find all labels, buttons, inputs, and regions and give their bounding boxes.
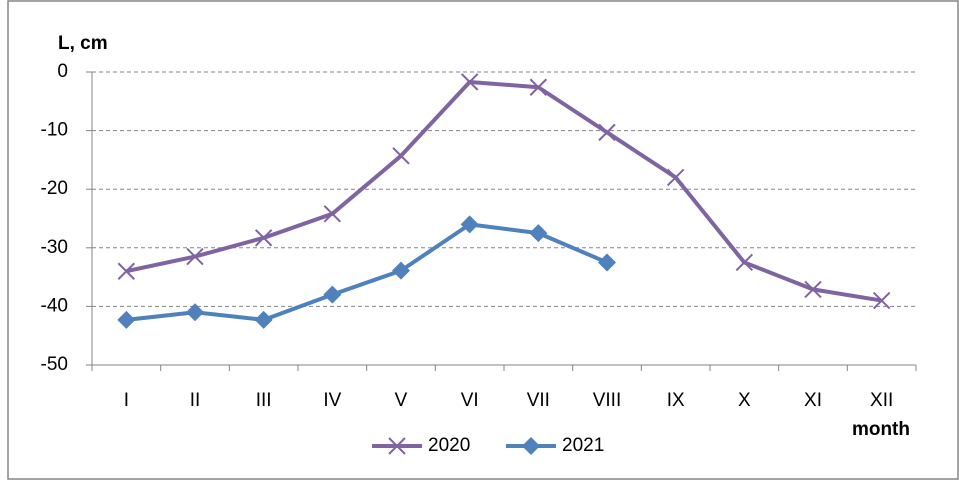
data-point	[392, 147, 410, 165]
x-tick-label: X	[738, 390, 751, 411]
legend-label: 2020	[428, 435, 470, 456]
x-tick-label: XI	[804, 390, 822, 411]
x-tick-label: XII	[870, 390, 893, 411]
data-point	[254, 310, 273, 329]
data-point	[460, 215, 479, 234]
y-tick-label: -10	[41, 120, 68, 141]
x-tick-label: V	[395, 390, 408, 411]
legend-label: 2021	[562, 435, 604, 456]
data-point	[186, 303, 204, 322]
data-point	[117, 262, 136, 280]
y-axis-label: L, cm	[58, 33, 108, 54]
y-tick-label: -40	[41, 295, 68, 316]
x-tick-label: VII	[527, 390, 550, 411]
data-point	[735, 253, 754, 272]
data-point	[529, 78, 548, 96]
data-point	[872, 291, 891, 310]
data-point	[598, 123, 616, 142]
y-tick-label: -50	[41, 354, 68, 375]
series-line	[125, 79, 882, 303]
data-point	[804, 280, 822, 299]
y-tick-label: 0	[57, 61, 68, 82]
x-axis-label: month	[852, 419, 910, 440]
data-point	[323, 205, 342, 223]
data-point	[529, 224, 548, 243]
x-tick-label: II	[190, 390, 201, 411]
chart-frame	[7, 0, 959, 480]
y-tick-label: -30	[41, 237, 68, 258]
x-tick-label: IV	[323, 390, 341, 411]
data-point	[460, 73, 479, 91]
x-tick-label: I	[124, 390, 129, 411]
legend-marker	[522, 437, 540, 455]
x-tick-label: IX	[667, 390, 685, 411]
x-tick-label: III	[256, 390, 272, 411]
x-tick-label: VIII	[593, 390, 622, 411]
data-point	[598, 253, 616, 272]
series-line	[126, 222, 608, 322]
legend-marker	[388, 437, 406, 455]
x-tick-label: VI	[461, 390, 479, 411]
data-point	[666, 168, 685, 187]
data-point	[392, 261, 410, 280]
data-point	[117, 310, 136, 329]
data-point	[323, 285, 342, 304]
data-point	[186, 247, 204, 266]
y-tick-label: -20	[41, 178, 68, 199]
data-point	[254, 229, 273, 247]
